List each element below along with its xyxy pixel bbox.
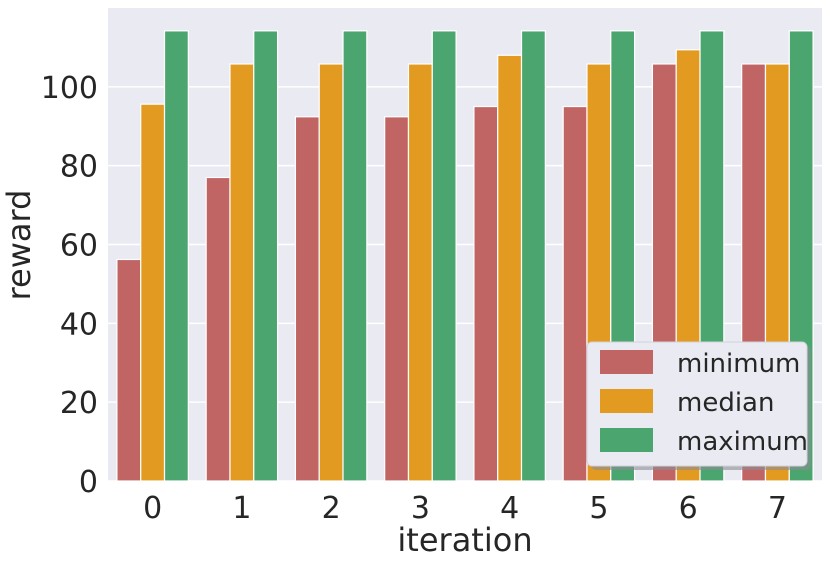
legend-label-median: median — [677, 388, 774, 418]
x-tick-label: 4 — [500, 491, 519, 526]
x-tick-label: 3 — [411, 491, 430, 526]
legend-label-maximum: maximum — [677, 427, 808, 457]
bar-median-3 — [407, 63, 433, 482]
legend: minimum median maximum — [586, 341, 811, 470]
y-tick-label: 60 — [60, 229, 98, 264]
y-tick-label: 40 — [60, 307, 98, 342]
legend-swatch-median — [600, 389, 653, 413]
x-tick-label: 6 — [679, 491, 698, 526]
bar-minimum-4 — [473, 105, 499, 482]
bar-minimum-2 — [294, 116, 320, 482]
bar-median-2 — [318, 63, 344, 482]
x-tick-labels: 0 1 2 3 4 5 6 7 — [143, 491, 787, 526]
legend-swatch-minimum — [600, 350, 653, 374]
legend-label-minimum: minimum — [677, 349, 800, 379]
bar-minimum-0 — [116, 258, 142, 482]
legend-swatch-maximum — [600, 428, 653, 452]
bar-minimum-3 — [384, 116, 410, 482]
x-axis-label: iteration — [397, 521, 532, 559]
y-tick-label: 80 — [60, 150, 98, 185]
bar-minimum-5 — [562, 105, 588, 482]
bar-median-0 — [140, 103, 166, 482]
bar-maximum-1 — [253, 30, 279, 482]
x-tick-label: 5 — [589, 491, 608, 526]
bar-maximum-2 — [342, 30, 368, 482]
y-tick-label: 0 — [79, 465, 98, 500]
x-tick-label: 0 — [143, 491, 162, 526]
y-tick-labels: 0 20 40 60 80 100 — [41, 71, 98, 500]
x-tick-label: 2 — [322, 491, 341, 526]
bar-minimum-1 — [205, 176, 231, 482]
bar-maximum-0 — [163, 30, 189, 482]
y-axis-label: reward — [0, 190, 38, 301]
x-tick-label: 1 — [232, 491, 251, 526]
bar-median-1 — [229, 63, 255, 482]
bar-maximum-3 — [431, 30, 457, 482]
bar-median-4 — [497, 54, 523, 482]
y-tick-label: 100 — [41, 71, 98, 106]
bar-maximum-4 — [520, 30, 546, 482]
y-tick-label: 20 — [60, 386, 98, 421]
x-tick-label: 7 — [768, 491, 787, 526]
